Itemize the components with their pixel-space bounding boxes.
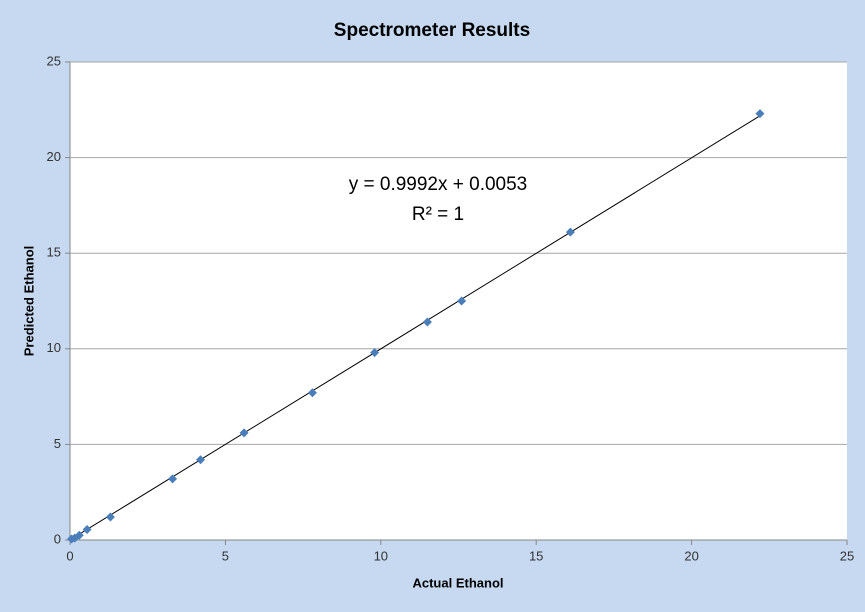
data-point <box>196 455 206 465</box>
x-tick-label: 20 <box>684 548 698 563</box>
y-axis-title: Predicted Ethanol <box>21 246 36 357</box>
chart-title: Spectrometer Results <box>334 20 530 41</box>
x-tick-label: 25 <box>840 548 854 563</box>
y-tick-label: 20 <box>47 149 61 164</box>
x-axis-title: Actual Ethanol <box>412 575 503 590</box>
data-point <box>105 512 115 522</box>
y-tick-label: 0 <box>54 531 61 546</box>
data-point <box>422 317 432 327</box>
y-tick-label: 25 <box>47 53 61 68</box>
data-point <box>370 348 380 358</box>
x-tick-label: 15 <box>529 548 543 563</box>
trendline <box>71 115 761 540</box>
x-tick-label: 0 <box>66 548 73 563</box>
r-squared: R² = 1 <box>412 204 464 225</box>
data-point <box>74 530 84 540</box>
y-tick-label: 5 <box>54 436 61 451</box>
y-tick-label: 15 <box>47 245 61 260</box>
data-point <box>82 524 92 534</box>
data-point <box>457 296 467 306</box>
x-tick-label: 10 <box>374 548 388 563</box>
data-point <box>565 227 575 237</box>
x-tick-label: 5 <box>222 548 229 563</box>
data-point <box>307 388 317 398</box>
data-point <box>755 109 765 119</box>
data-point <box>168 474 178 484</box>
trendline-equation: y = 0.9992x + 0.0053 <box>349 174 528 195</box>
data-point <box>239 428 249 438</box>
y-tick-label: 10 <box>47 340 61 355</box>
